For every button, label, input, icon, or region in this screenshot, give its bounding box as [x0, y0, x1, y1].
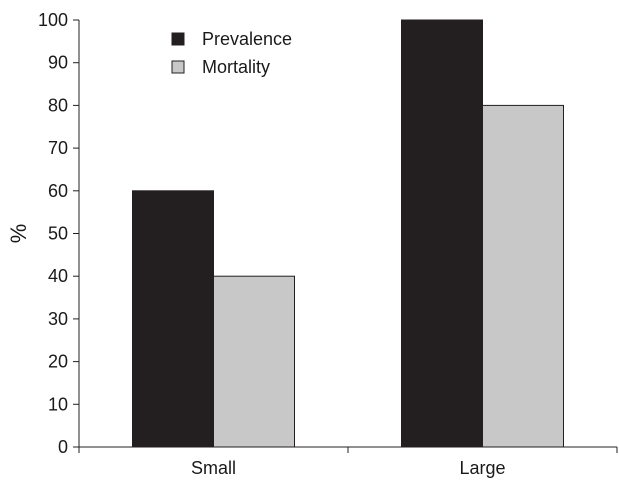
y-tick-label-100: 100: [38, 10, 68, 30]
legend-label-prevalence: Prevalence: [202, 29, 292, 49]
y-tick-label-0: 0: [58, 437, 68, 457]
y-tick-label-40: 40: [48, 266, 68, 286]
bar-mortality-small: [213, 275, 295, 448]
y-tick-label-60: 60: [48, 181, 68, 201]
bars-layer: [132, 19, 564, 448]
y-tick-label-90: 90: [48, 53, 68, 73]
y-axis-label: %: [6, 224, 31, 244]
bar-prevalence-small: [132, 190, 214, 448]
y-tick-label-80: 80: [48, 95, 68, 115]
axes-layer: 0 10 20 30 40 50 60 70 80 90 100 Small Large: [38, 10, 618, 478]
x-tick-label-large: Large: [459, 458, 505, 478]
bar-mortality-large: [482, 104, 564, 448]
y-tick-label-20: 20: [48, 352, 68, 372]
y-tick-label-70: 70: [48, 138, 68, 158]
legend-label-mortality: Mortality: [202, 57, 270, 77]
bar-prevalence-large: [401, 19, 483, 448]
x-tick-label-small: Small: [191, 458, 236, 478]
y-tick-label-10: 10: [48, 394, 68, 414]
legend-swatch-prevalence: [171, 32, 185, 46]
legend-swatch-mortality: [171, 60, 185, 74]
y-tick-label-30: 30: [48, 309, 68, 329]
legend: Prevalence Mortality: [171, 29, 292, 77]
y-tick-label-50: 50: [48, 224, 68, 244]
